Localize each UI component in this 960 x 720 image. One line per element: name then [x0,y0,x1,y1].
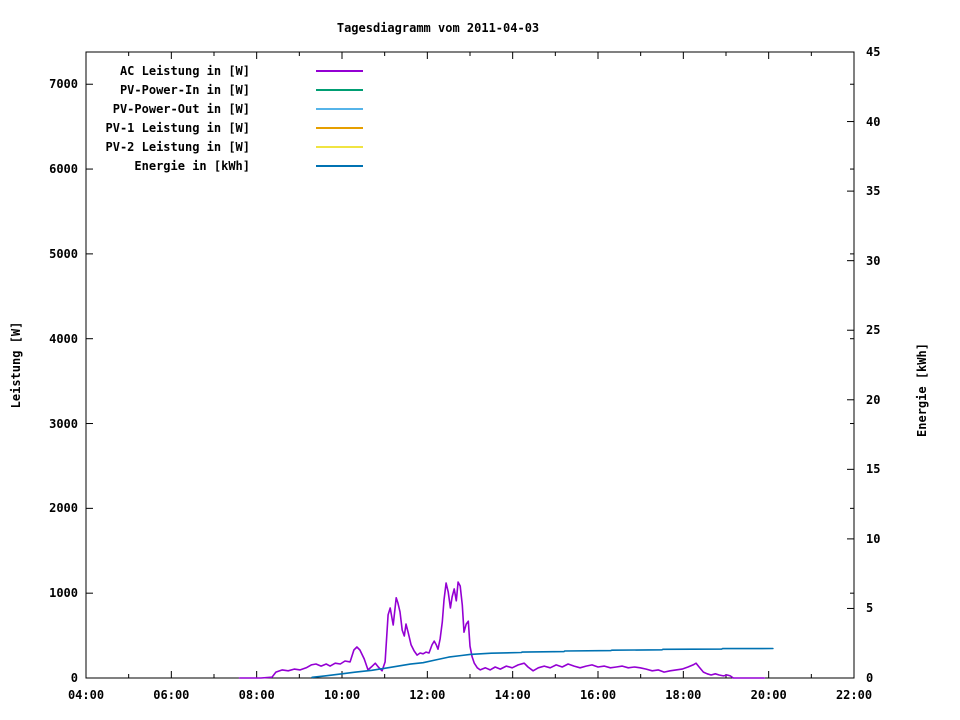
legend-line-swatch [316,88,363,91]
x-tick-label: 06:00 [153,688,190,702]
x-tick-label: 04:00 [67,688,105,702]
legend-item-label: AC Leistung in [W] [119,63,250,78]
legend-item: PV-1 Leistung in [W] [0,118,960,137]
legend-item-label: Energie in [kWh] [134,158,250,173]
x-tick-label: 12:00 [409,688,446,702]
y-tick-label: 0 [70,671,78,685]
x-tick-label: 18:00 [665,688,702,702]
y-tick-label: 2000 [49,501,78,516]
legend-item-label: PV-1 Leistung in [W] [105,120,251,135]
legend-item: Energie in [kWh] [0,156,960,175]
y-tick-label: 3000 [49,416,78,431]
legend-item: AC Leistung in [W] [0,61,960,80]
y2-tick-label: 10 [866,531,881,546]
y2-tick-label: 15 [866,462,881,477]
y2-tick-label: 35 [866,184,881,199]
legend-line-swatch [316,164,363,167]
legend-line-swatch [316,126,363,129]
y-tick-label: 6000 [49,162,78,177]
legend-line-swatch [316,145,363,148]
y2-tick-label: 45 [866,45,881,59]
legend-item-label: PV-2 Leistung in [W] [105,139,251,154]
y2-tick-label: 40 [866,114,881,129]
y-tick-label: 4000 [49,331,78,346]
x-tick-label: 14:00 [494,688,531,702]
series-line [311,647,774,679]
legend-item: PV-Power-Out in [W] [0,99,960,118]
y2-tick-label: 0 [866,671,874,685]
legend-item-label: PV-Power-In in [W] [119,82,250,97]
y2-tick-label: 30 [866,253,881,268]
x-tick-label: 20:00 [750,688,787,702]
y-tick-label: 1000 [49,586,78,601]
x-tick-label: 10:00 [323,688,361,702]
series-line [238,581,766,679]
y-tick-label: 5000 [49,246,78,261]
legend-item: PV-Power-In in [W] [0,80,960,99]
y-tick-label: 7000 [49,77,78,92]
legend-item-label: PV-Power-Out in [W] [112,101,250,116]
y2-tick-label: 25 [866,323,881,338]
x-tick-label: 22:00 [835,688,873,702]
y2-tick-label: 5 [866,601,874,616]
legend-item: PV-2 Leistung in [W] [0,137,960,156]
y2-tick-label: 20 [866,392,881,407]
legend-line-swatch [316,107,363,110]
x-tick-label: 16:00 [579,688,617,702]
x-tick-label: 08:00 [238,688,275,702]
chart-title: Tagesdiagramm vom 2011-04-03 [336,21,540,35]
legend-line-swatch [316,69,363,72]
